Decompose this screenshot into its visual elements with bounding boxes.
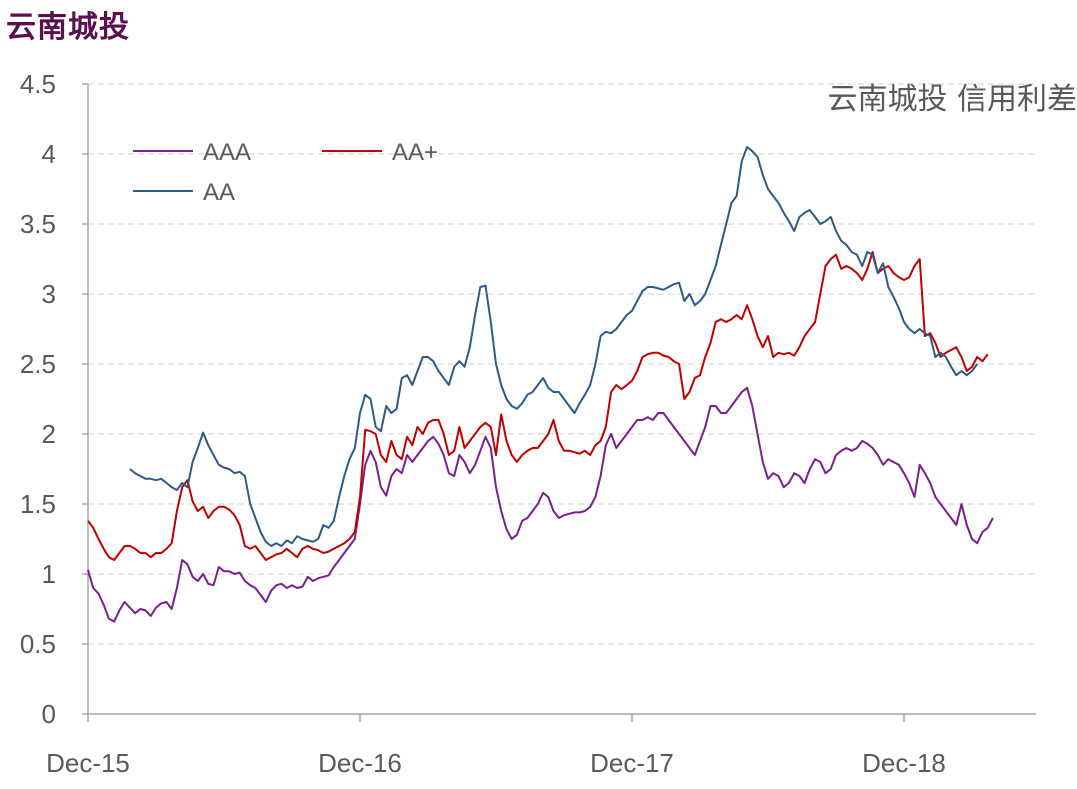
y-tick-label: 3 [42, 279, 56, 309]
x-tick-label: Dec-18 [862, 748, 946, 778]
series-lines [87, 146, 994, 623]
x-tick-label: Dec-16 [318, 748, 402, 778]
axes [82, 83, 1036, 722]
x-tick-label: Dec-17 [590, 748, 674, 778]
legend-label: AAA [203, 139, 251, 166]
y-tick-label: 1.5 [20, 489, 56, 519]
y-tick-label: 2.5 [20, 349, 56, 379]
y-tick-label: 0 [42, 699, 56, 729]
x-tick-label: Dec-15 [46, 748, 130, 778]
series-line-aa-plus [87, 251, 989, 561]
gridlines [88, 83, 1036, 645]
y-tick-label: 2 [42, 419, 56, 449]
x-tick-labels: Dec-15 Dec-16 Dec-17 Dec-18 [46, 748, 946, 778]
y-tick-label: 0.5 [20, 629, 56, 659]
y-tick-label: 3.5 [20, 209, 56, 239]
series-line-aaa [87, 386, 994, 623]
y-tick-labels: 0 0.5 1 1.5 2 2.5 3 3.5 4 4.5 [20, 69, 56, 729]
legend-label: AA+ [392, 139, 438, 166]
page-title: 云南城投 [6, 10, 130, 45]
y-tick-label: 4 [42, 139, 56, 169]
y-tick-label: 1 [42, 559, 56, 589]
series-line-aa [129, 146, 979, 547]
legend-label: AA [203, 179, 235, 206]
legend: AAA AA+ AA [133, 139, 438, 206]
y-tick-label: 4.5 [20, 69, 56, 99]
chart-title: 云南城投 信用利差 [827, 82, 1077, 117]
